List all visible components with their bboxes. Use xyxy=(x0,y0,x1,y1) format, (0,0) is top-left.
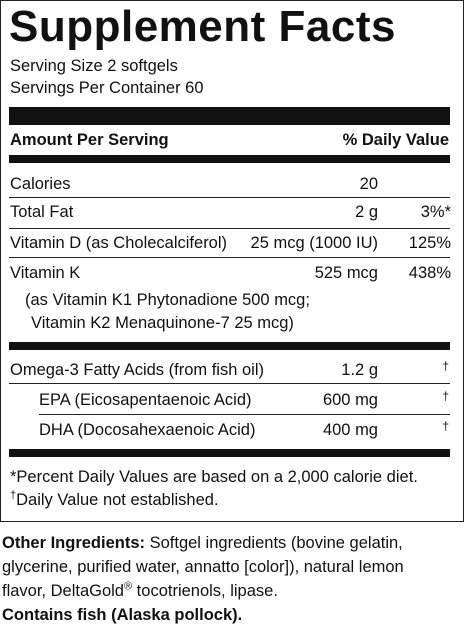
row-total-fat-dv: 3%* xyxy=(420,203,451,221)
row-epa-name: EPA (Eicosapentaenoic Acid) xyxy=(39,391,252,409)
allergen-statement: Contains fish (Alaska pollock). xyxy=(2,606,243,624)
row-epa-amount: 600 mg xyxy=(322,391,378,409)
row-vitamin-d-amount: 25 mcg (1000 IU) xyxy=(250,234,378,252)
row-omega3-dv: † xyxy=(442,359,449,373)
row-divider xyxy=(9,257,450,258)
medium-divider xyxy=(9,342,450,350)
panel-title: Supplement Facts xyxy=(9,2,396,51)
row-vitamin-d-name: Vitamin D (as Cholecalciferol) xyxy=(10,234,228,252)
other-ingredients-label: Other Ingredients: xyxy=(2,534,146,552)
serving-size: Serving Size 2 softgels xyxy=(10,57,178,75)
row-divider xyxy=(9,383,450,384)
row-calories-name: Calories xyxy=(10,175,71,193)
row-divider xyxy=(9,197,450,198)
row-vitamin-k-amount: 525 mcg xyxy=(314,264,378,282)
medium-divider xyxy=(9,155,450,163)
row-omega3-name: Omega-3 Fatty Acids (from fish oil) xyxy=(10,361,264,379)
thick-divider xyxy=(9,107,450,125)
medium-divider xyxy=(9,449,450,457)
daily-value-header: % Daily Value xyxy=(342,131,449,149)
row-calories-amount: 20 xyxy=(359,175,378,193)
other-ingredients-line-2: glycerine, purified water, annatto [colo… xyxy=(2,558,404,576)
amount-per-serving-header: Amount Per Serving xyxy=(10,131,169,149)
footnote-not-established: †Daily Value not established. xyxy=(10,489,219,509)
footnote-percent-dv: *Percent Daily Values are based on a 2,0… xyxy=(10,468,418,486)
servings-per-container: Servings Per Container 60 xyxy=(10,79,204,97)
row-divider xyxy=(39,414,450,415)
row-vitamin-k-detail-1: (as Vitamin K1 Phytonadione 500 mcg; xyxy=(25,291,310,309)
supplement-facts-panel: Supplement Facts Serving Size 2 softgels… xyxy=(0,0,464,522)
row-dha-dv: † xyxy=(442,419,449,433)
other-ingredients-line-3: flavor, DeltaGold® tocotrienols, lipase. xyxy=(2,580,278,600)
row-vitamin-k-dv: 438% xyxy=(408,264,451,282)
other-ingredients-line-1: Other Ingredients: Softgel ingredients (… xyxy=(2,534,403,552)
dagger-mark: † xyxy=(10,489,17,502)
row-total-fat-amount: 2 g xyxy=(355,203,378,221)
row-total-fat-name: Total Fat xyxy=(10,203,74,221)
row-dha-amount: 400 mg xyxy=(322,421,378,439)
row-divider xyxy=(9,228,450,229)
row-dha-name: DHA (Docosahexaenoic Acid) xyxy=(39,421,256,439)
row-vitamin-k-name: Vitamin K xyxy=(10,264,81,282)
row-vitamin-d-dv: 125% xyxy=(408,234,451,252)
registered-mark: ® xyxy=(123,580,133,593)
row-omega3-amount: 1.2 g xyxy=(341,361,378,379)
row-vitamin-k-detail-2: Vitamin K2 Menaquinone-7 25 mcg) xyxy=(31,314,294,332)
row-epa-dv: † xyxy=(442,389,449,403)
